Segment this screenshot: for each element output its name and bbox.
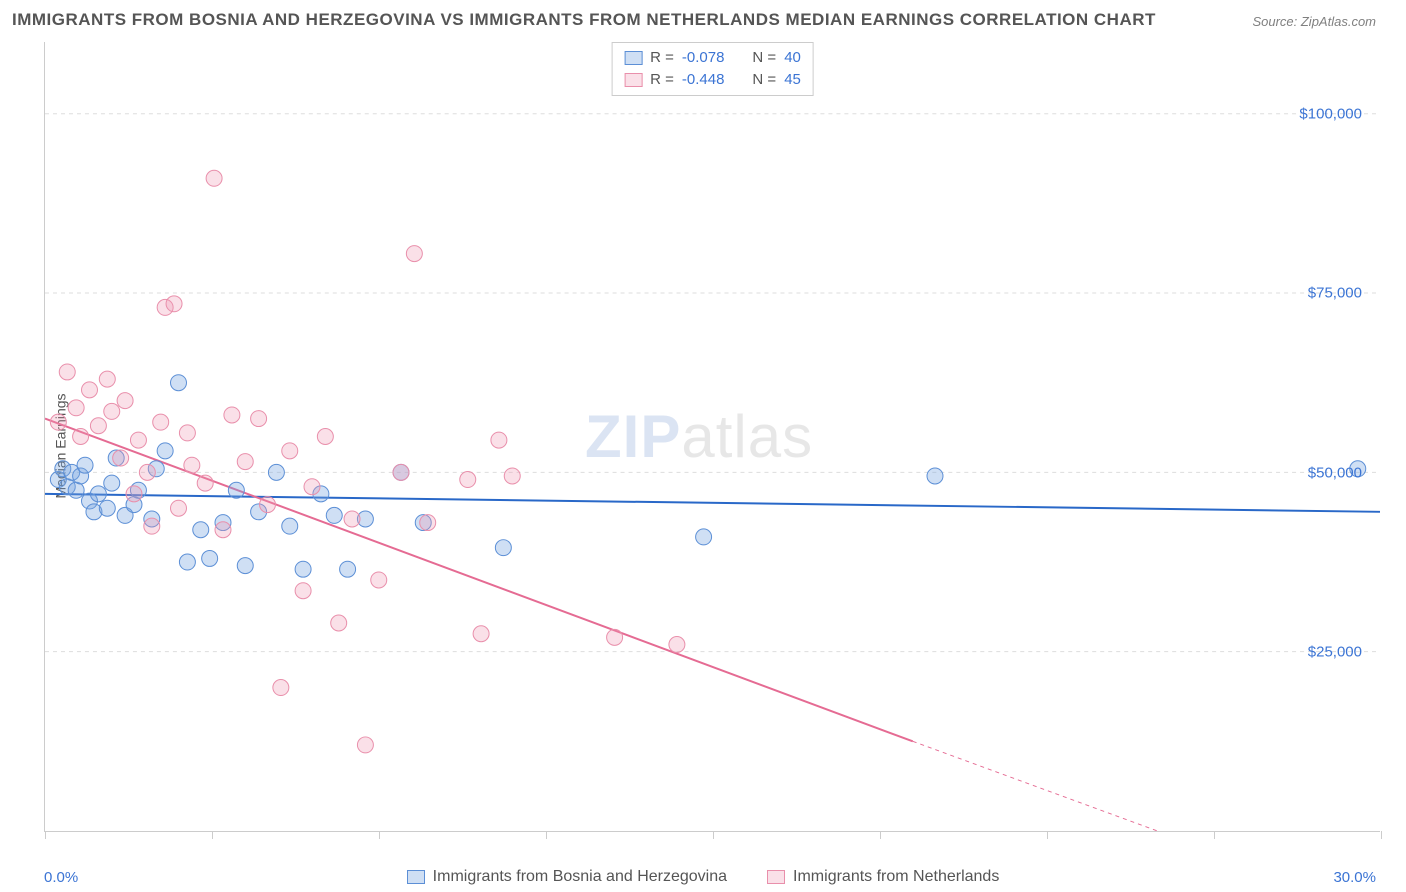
r-value-bosnia: -0.078	[682, 47, 725, 69]
x-tick	[379, 831, 380, 839]
x-tick	[1381, 831, 1382, 839]
legend-item-bosnia: Immigrants from Bosnia and Herzegovina	[407, 868, 727, 886]
r-prefix: R =	[650, 47, 674, 69]
y-tick-label: $25,000	[1308, 644, 1362, 661]
swatch-netherlands	[767, 870, 785, 884]
x-tick	[1047, 831, 1048, 839]
swatch-netherlands	[624, 73, 642, 87]
x-tick	[1214, 831, 1215, 839]
x-tick-label-max: 30.0%	[1333, 869, 1376, 886]
r-prefix: R =	[650, 69, 674, 91]
legend-series: 0.0% Immigrants from Bosnia and Herzegov…	[0, 868, 1406, 886]
chart-svg	[45, 42, 1380, 831]
n-value-netherlands: 45	[784, 69, 801, 91]
n-prefix: N =	[752, 69, 776, 91]
chart-title: IMMIGRANTS FROM BOSNIA AND HERZEGOVINA V…	[12, 10, 1156, 30]
n-prefix: N =	[752, 47, 776, 69]
x-tick	[713, 831, 714, 839]
swatch-bosnia	[624, 51, 642, 65]
legend-stats-row-netherlands: R = -0.448 N = 45	[624, 69, 801, 91]
x-tick	[880, 831, 881, 839]
x-tick	[45, 831, 46, 839]
y-tick-label: $50,000	[1308, 464, 1362, 481]
x-tick-label-min: 0.0%	[44, 869, 78, 886]
legend-item-netherlands: Immigrants from Netherlands	[767, 868, 999, 886]
swatch-bosnia	[407, 870, 425, 884]
x-tick	[546, 831, 547, 839]
legend-stats-row-bosnia: R = -0.078 N = 40	[624, 47, 801, 69]
r-value-netherlands: -0.448	[682, 69, 725, 91]
x-tick	[212, 831, 213, 839]
y-tick-label: $100,000	[1299, 105, 1362, 122]
legend-label-netherlands: Immigrants from Netherlands	[793, 868, 999, 886]
plot-area: ZIPatlas R = -0.078 N = 40 R = -0.448 N …	[44, 42, 1380, 832]
source-attribution: Source: ZipAtlas.com	[1252, 14, 1376, 29]
legend-label-bosnia: Immigrants from Bosnia and Herzegovina	[433, 868, 727, 886]
n-value-bosnia: 40	[784, 47, 801, 69]
legend-stats: R = -0.078 N = 40 R = -0.448 N = 45	[611, 42, 814, 96]
y-tick-label: $75,000	[1308, 285, 1362, 302]
